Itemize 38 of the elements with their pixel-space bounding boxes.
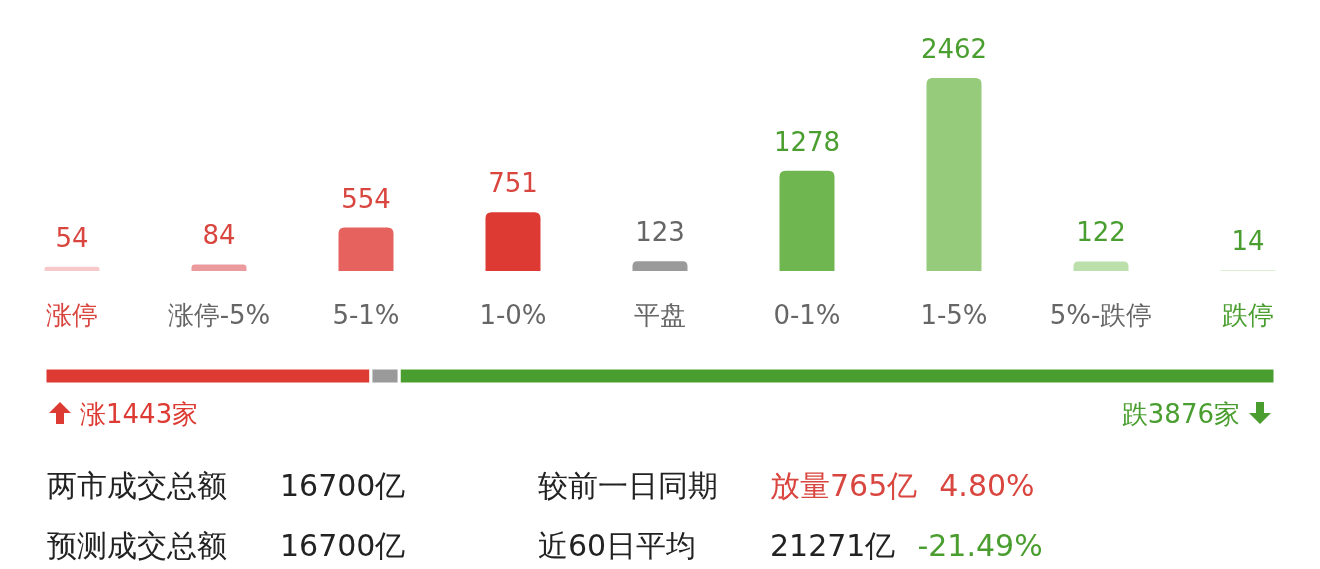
bar <box>191 264 247 271</box>
bar <box>926 78 982 271</box>
data-label: 14 <box>1231 225 1265 256</box>
data-label: 554 <box>341 183 391 214</box>
text: 较前一日同期 <box>538 468 718 503</box>
bar <box>1073 261 1129 271</box>
text: 跌3876家 <box>1121 399 1240 429</box>
x-tick-label: 5-1% <box>332 300 400 330</box>
text: -21.49% <box>917 528 1043 563</box>
x-tick-label: 涨停 <box>46 300 98 330</box>
text: 近60日平均 <box>538 528 697 563</box>
x-tick-label: 跌停 <box>1222 300 1274 330</box>
x-tick-label: 1-0% <box>479 300 547 330</box>
bar <box>338 227 394 271</box>
data-label: 54 <box>55 222 89 253</box>
text: 两市成交总额 <box>47 468 227 503</box>
text: 21271亿 <box>770 528 896 563</box>
bar <box>779 170 835 271</box>
data-label: 751 <box>488 168 538 199</box>
x-tick-label: 5%-跌停 <box>1049 300 1153 330</box>
text: 预测成交总额 <box>47 528 227 563</box>
text: 4.80% <box>939 468 1035 503</box>
text: 涨1443家 <box>80 399 199 429</box>
x-tick-label: 涨停-5% <box>167 300 271 330</box>
bar <box>44 266 100 271</box>
data-label: 122 <box>1076 217 1126 248</box>
x-tick-label: 0-1% <box>773 300 841 330</box>
text: 放量765亿 <box>770 468 918 503</box>
text: 16700亿 <box>280 468 406 503</box>
data-label: 123 <box>635 217 685 248</box>
x-tick-label: 1-5% <box>920 300 988 330</box>
data-label: 2462 <box>920 34 988 64</box>
data-label: 1278 <box>773 126 841 157</box>
bar <box>632 261 688 271</box>
data-label: 84 <box>202 220 236 251</box>
x-tick-label: 平盘 <box>634 300 686 330</box>
text: 16700亿 <box>280 528 406 563</box>
bar <box>485 212 541 271</box>
